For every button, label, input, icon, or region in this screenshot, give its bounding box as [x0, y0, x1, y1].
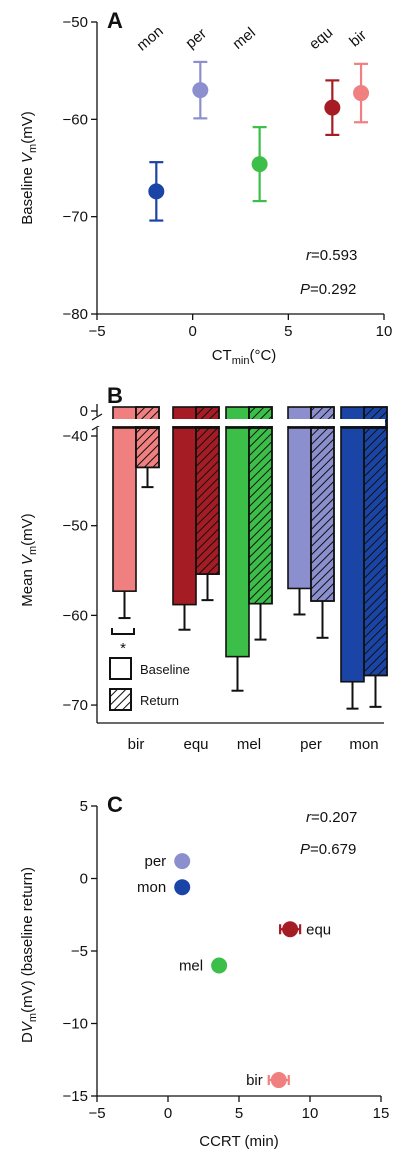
panel-b-letter: B: [107, 383, 123, 408]
panel-c-point: [270, 1072, 287, 1089]
panel-c-y-tick-label: 0: [80, 871, 88, 888]
panel-a-x-tick-label: −5: [88, 323, 105, 340]
panel-a-y-axis-title: Baseline Vm(mV): [19, 111, 39, 224]
panel-b-y-axis-title: Mean Vm(mV): [19, 513, 39, 606]
panel-a-point: [353, 85, 370, 102]
panel-b-bar-hatch: [248, 427, 273, 605]
panel-b-bar: [287, 427, 312, 590]
panel-b-bar: [225, 427, 250, 658]
panel-a-point: [192, 82, 209, 99]
panel-b-y-tick-label: −50: [63, 518, 88, 535]
legend-baseline-label: Baseline: [140, 662, 190, 677]
panel-b-bar-hatch: [195, 427, 220, 575]
panel-b-category-label: mon: [349, 736, 378, 753]
panel-c-y-tick-label: −10: [63, 1016, 88, 1033]
panel-b-bar-hatch: [310, 427, 335, 602]
panel-b-y-tick-label: 0: [80, 403, 88, 420]
legend-return-swatch: [109, 688, 132, 711]
panel-c-point: [211, 957, 228, 974]
panel-b-significance-bracket: [111, 628, 135, 635]
panel-b-break-band: [98, 419, 385, 426]
panel-c-y-axis-title: DVm(mV) (baseline return): [19, 867, 39, 1043]
panel-a-y-tick-label: −70: [63, 209, 88, 226]
panel-c-p-stat: P=0.679: [300, 841, 356, 858]
panel-c-x-tick-label: −5: [88, 1105, 105, 1122]
panel-a-p-stat: P=0.292: [300, 281, 356, 298]
panel-a-r-stat: r=0.593: [306, 247, 357, 264]
panel-c-letter: C: [107, 792, 123, 817]
panel-b-bar: [172, 427, 197, 606]
panel-b-axes: 0 −40 −50 −60 −70: [63, 403, 384, 724]
panel-c-x-tick-label: 5: [235, 1105, 243, 1122]
panel-b-y-tick-label: −60: [63, 607, 88, 624]
panel-a-point-label: mon: [133, 23, 166, 55]
panel-c-point-label: bir: [246, 1072, 263, 1089]
panel-c-point-label: mel: [179, 958, 203, 975]
legend-return-label: Return: [140, 693, 179, 708]
panel-c-r-stat: r=0.207: [306, 809, 357, 826]
panel-b-y-tick-label: −40: [63, 428, 88, 445]
panel-a-marks: mon per mel equ bir: [133, 23, 370, 222]
panel-b-bar-hatch: [135, 427, 160, 469]
panel-a-point-label: per: [182, 25, 210, 52]
panel-c-y-tick-label: −5: [71, 943, 88, 960]
panel-c-marks: per mon equ mel bir: [137, 853, 331, 1089]
panel-a-x-tick-label: 5: [284, 323, 292, 340]
panel-b-category-label: mel: [237, 736, 261, 753]
legend-baseline-swatch: [109, 657, 132, 680]
panel-a-x-axis-title: CTmin(°C): [212, 347, 277, 367]
panel-c-point: [282, 921, 299, 938]
panel-c-point-label: mon: [137, 879, 166, 896]
panel-b-y-tick-label: −70: [63, 697, 88, 714]
panel-a-point-label: equ: [306, 24, 336, 53]
panel-c-x-tick-label: 0: [164, 1105, 172, 1122]
panel-a-axes: −50−60−70−80−5 0 5 10: [63, 14, 393, 340]
panel-b-marks: bir equ mel per mon *: [98, 406, 388, 753]
panel-c-point: [174, 853, 191, 870]
panel-b-axis-break-mark: [91, 413, 103, 421]
panel-b: B 0 −40 −50 −60 −70 bir equ mel per mon * Baselin…: [19, 383, 388, 753]
panel-b-bar: [112, 427, 137, 592]
panel-c-point-label: equ: [306, 921, 331, 938]
panel-b-category-label: per: [300, 736, 322, 753]
panel-c-y-tick-label: −15: [63, 1088, 88, 1105]
panel-c-x-tick-label: 10: [302, 1105, 319, 1122]
panel-b-category-label: equ: [183, 736, 208, 753]
panel-a-x-tick-label: 10: [376, 323, 393, 340]
panel-b-category-label: bir: [128, 736, 145, 753]
panel-c-x-axis-title: CCRT (min): [199, 1133, 278, 1150]
panel-a-x-tick-label: 0: [188, 323, 196, 340]
panel-a-y-tick-label: −60: [63, 111, 88, 128]
panel-a-point: [324, 99, 341, 116]
panel-b-bar-hatch: [363, 427, 388, 677]
panel-c-x-tick-label: 15: [373, 1105, 390, 1122]
panel-a-y-tick-label: −50: [63, 14, 88, 31]
panel-a-point-label: mel: [229, 24, 258, 53]
panel-b-bar: [340, 427, 365, 683]
panel-c-point-label: per: [145, 853, 167, 870]
panel-a: A −50−60−70−80−5 0 5 10 mon per mel equ bir r=0…: [19, 8, 392, 367]
panel-a-y-tick-label: −80: [63, 306, 88, 323]
panel-b-significance-star: *: [120, 640, 126, 657]
panel-a-point: [251, 156, 268, 173]
panel-c-axes: 50−5−10−15−5 0 5 10 15: [63, 798, 390, 1122]
panel-a-point-label: bir: [346, 27, 370, 51]
panel-b-legend: Baseline Return: [109, 657, 190, 711]
panel-a-point: [148, 183, 165, 200]
panel-c-point: [174, 879, 191, 896]
panel-a-letter: A: [107, 8, 123, 33]
panel-c-y-tick-label: 5: [80, 798, 88, 815]
